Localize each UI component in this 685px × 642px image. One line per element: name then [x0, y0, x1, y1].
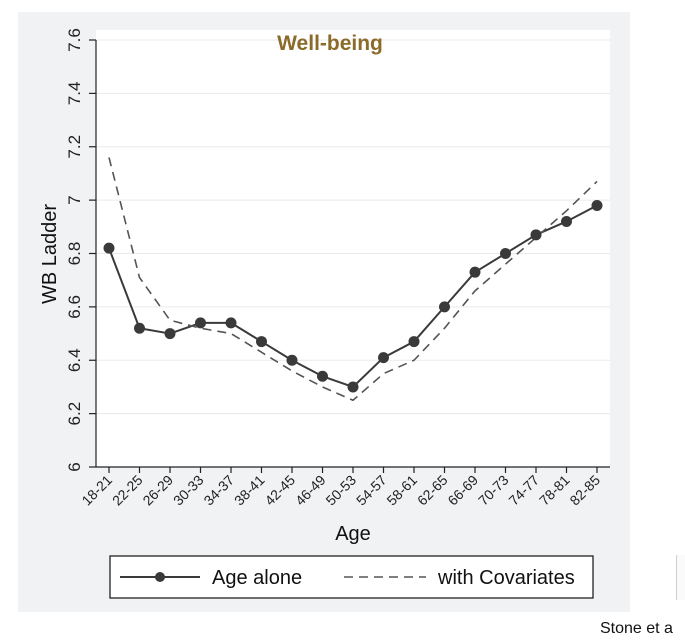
- legend-marker-age-alone: [155, 572, 165, 582]
- line-chart: 66.26.46.66.877.27.47.6 18-2122-2526-293…: [39, 28, 610, 599]
- data-point: [256, 336, 267, 348]
- x-tick-label: 18-21: [78, 472, 115, 509]
- adjacent-panel-edge: [676, 555, 685, 600]
- data-point: [439, 301, 450, 313]
- y-tick-label: 6: [65, 462, 84, 471]
- data-point: [500, 248, 511, 259]
- x-axis-title: Age: [335, 523, 371, 545]
- data-point: [103, 242, 115, 254]
- x-tick-label: 70-73: [475, 472, 512, 509]
- data-point: [591, 199, 603, 211]
- y-tick-label: 6.6: [65, 295, 84, 319]
- data-point: [195, 317, 206, 329]
- x-tick-label: 22-25: [109, 472, 146, 509]
- plot-background: [96, 30, 610, 467]
- x-tick-label: 62-65: [414, 472, 451, 509]
- chart-title: Well-being: [277, 32, 383, 55]
- x-tick-label: 46-49: [292, 472, 329, 509]
- chart-frame: 6 6.2 6.4 6.6 6.8 7 7.2 7.4 7.6 18-21 22-25 26-29 3…: [18, 12, 630, 612]
- x-tick-label: 42-45: [261, 472, 298, 509]
- y-ticks: 6 6.2 6.4 6.6 6.8 7 7.2 7.4 7.6: [65, 28, 96, 472]
- data-point: [286, 354, 298, 366]
- data-point: [408, 336, 420, 348]
- x-tick-label: 74-77: [505, 472, 542, 509]
- y-tick-label: 7.2: [65, 135, 84, 159]
- x-tick-label: 50-53: [322, 472, 359, 509]
- x-tick-label: 30-33: [170, 472, 207, 509]
- x-tick-label: 38-41: [231, 472, 268, 509]
- y-tick-label: 6.8: [65, 242, 84, 266]
- data-point: [378, 352, 389, 364]
- x-ticks: 18-2122-2526-2930-3334-3738-4142-4546-49…: [78, 467, 603, 508]
- series-line-with-covariates: [108, 157, 598, 402]
- data-point: [164, 328, 176, 340]
- data-point: [347, 381, 359, 393]
- data-point: [469, 266, 481, 278]
- x-tick-label: 78-81: [536, 472, 573, 509]
- y-tick-label: 7.4: [65, 82, 84, 106]
- series-layer: [103, 157, 603, 402]
- data-point: [561, 215, 572, 227]
- data-point: [530, 229, 542, 241]
- y-tick-label: 6.4: [65, 348, 84, 372]
- credit-text: Stone et a: [600, 620, 673, 637]
- y-tick-label: 7.6: [65, 28, 84, 52]
- x-tick-label: 58-61: [383, 472, 420, 509]
- y-axis-title: WB Ladder: [39, 204, 61, 304]
- x-tick-label: 54-57: [353, 472, 390, 509]
- x-tick-label: 34-37: [200, 472, 237, 509]
- data-point: [225, 317, 237, 329]
- legend-label-age-alone: Age alone: [212, 567, 302, 589]
- data-point: [134, 322, 145, 334]
- y-tick-label: 7: [65, 195, 84, 204]
- legend: Age alone with Covariates: [109, 555, 594, 599]
- x-tick-label: 66-69: [444, 472, 481, 509]
- x-tick-label: 26-29: [139, 472, 176, 509]
- y-tick-label: 6.2: [65, 402, 84, 426]
- legend-label-with-covariates: with Covariates: [437, 567, 575, 589]
- data-point: [317, 370, 328, 382]
- grid-lines: [96, 39, 610, 415]
- x-tick-label: 82-85: [566, 472, 603, 509]
